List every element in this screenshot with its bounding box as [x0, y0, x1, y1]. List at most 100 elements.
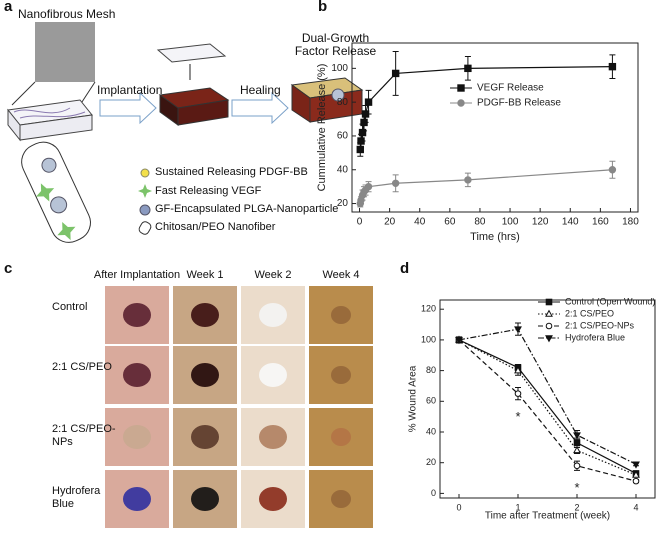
y-tick-label: 20 [426, 457, 436, 467]
marker [364, 98, 373, 106]
legend-label: Hydrofera Blue [565, 332, 625, 342]
column-header: Week 2 [254, 269, 292, 281]
wound [331, 490, 351, 508]
y-tick-label: 0 [431, 488, 436, 498]
marker [391, 69, 400, 78]
annotation: * [574, 480, 579, 495]
marker [573, 446, 581, 454]
column-header: Week 4 [322, 269, 360, 281]
column-header: Week 1 [186, 269, 224, 281]
mesh-image [35, 22, 95, 82]
y-tick-label: 100 [331, 63, 348, 74]
marker [573, 462, 581, 470]
legend-icon [140, 168, 150, 178]
legend-label: VEGF Release [477, 83, 544, 94]
fibers [13, 107, 86, 119]
connector [79, 81, 96, 106]
legend-icon [139, 204, 151, 216]
schematic-label: Dual-Growth Factor Release [294, 31, 377, 58]
connector [11, 81, 36, 106]
x-tick-label: 0 [456, 502, 461, 512]
x-tick-label: 2 [574, 502, 579, 512]
marker [632, 470, 640, 478]
wound [123, 363, 151, 387]
legend-label: PDGF-BB Release [477, 98, 561, 109]
wound [191, 303, 219, 327]
marker [514, 366, 522, 374]
marker [358, 128, 367, 137]
wound [259, 363, 287, 387]
marker [514, 326, 522, 334]
x-tick-label: 0 [357, 217, 363, 228]
panel-label: d [400, 260, 410, 277]
wound [191, 425, 219, 449]
marker [464, 64, 472, 73]
wound [259, 425, 287, 449]
wound [259, 303, 287, 327]
row-label: Hydrofera Blue [52, 485, 101, 510]
schematic-label: Nanofibrous Mesh [18, 7, 116, 21]
row-label: 2:1 CS/PEO [52, 361, 112, 373]
wound [331, 428, 351, 446]
legend-label: 2:1 CS/PEO-NPs [565, 320, 635, 330]
y-tick-label: 40 [426, 426, 436, 436]
x-tick-label: 20 [384, 217, 396, 228]
marker [573, 439, 581, 447]
panel-label: a [4, 0, 13, 15]
x-tick-label: 180 [622, 217, 639, 228]
marker [364, 182, 373, 191]
wound [123, 487, 151, 511]
marker [573, 432, 581, 440]
x-axis-label: Time (hrs) [470, 231, 520, 243]
arrow [99, 91, 157, 125]
row-label: 2:1 CS/PEO-NPs [52, 423, 116, 448]
series-line [458, 339, 637, 482]
marker [632, 477, 640, 485]
marker [457, 99, 465, 107]
y-tick-label: 40 [337, 164, 349, 175]
series-line [458, 339, 637, 474]
x-tick-label: 40 [414, 217, 426, 228]
x-tick-label: 4 [633, 502, 638, 512]
x-axis-label: Time after Treatment (week) [485, 511, 610, 522]
marker [545, 335, 553, 343]
schematic-legend: Fast Releasing VEGF [155, 185, 262, 197]
panel-label: c [4, 260, 13, 277]
schematic-legend: Chitosan/PEO Nanofiber [155, 221, 276, 233]
series-line [458, 339, 637, 476]
skin-block [177, 99, 229, 126]
legend-label: Control (Open Wound) [565, 296, 655, 306]
marker [545, 298, 553, 306]
marker [608, 62, 617, 71]
wound [191, 363, 219, 387]
x-tick-label: 140 [562, 217, 579, 228]
y-tick-label: 80 [426, 365, 436, 375]
y-axis-label: Cummulative Release (%) [316, 64, 328, 192]
marker [455, 337, 463, 345]
marker [545, 309, 553, 317]
x-tick-label: 60 [444, 217, 456, 228]
y-tick-label: 20 [337, 198, 349, 209]
x-tick-label: 80 [474, 217, 486, 228]
series-line [458, 328, 637, 465]
y-tick-label: 120 [421, 304, 436, 314]
y-tick-label: 100 [421, 334, 436, 344]
marker [632, 461, 640, 469]
nanofiber-tube [21, 141, 91, 243]
marker [514, 390, 522, 397]
legend-icon [138, 184, 152, 198]
marker [356, 145, 364, 154]
schematic-label: Healing [240, 83, 281, 97]
marker [464, 176, 472, 184]
marker [545, 322, 553, 330]
x-tick-label: 120 [532, 217, 549, 228]
panel-label: b [318, 0, 328, 15]
plot-frame [351, 42, 639, 213]
wound [191, 487, 219, 511]
mesh-box [156, 43, 227, 63]
marker [457, 84, 465, 92]
wound [331, 366, 351, 384]
schematic-label: Implantation [97, 83, 163, 97]
y-axis-label: % Wound Area [408, 365, 419, 432]
